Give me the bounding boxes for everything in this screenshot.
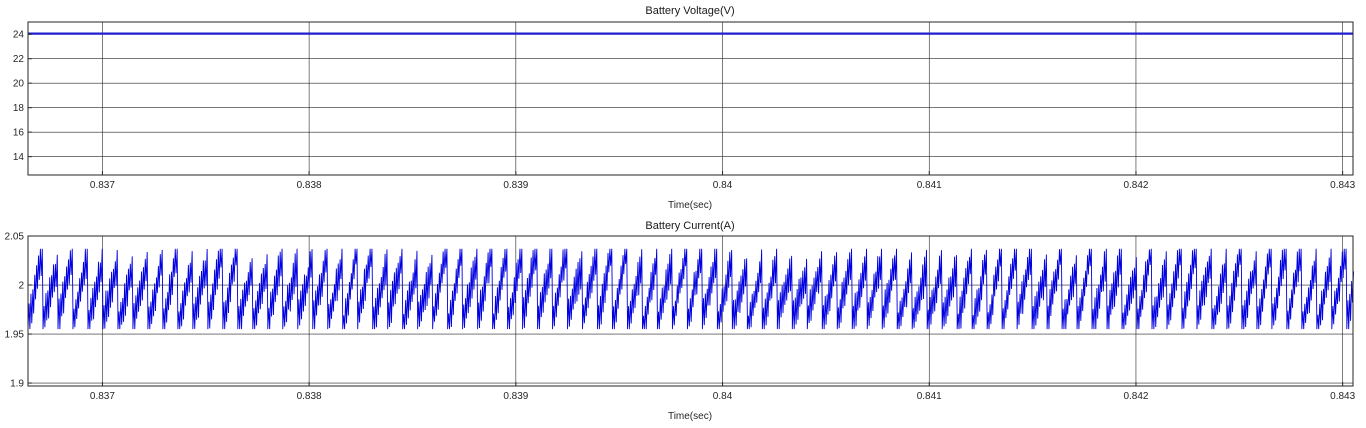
current-plot: Battery Current(A) 0.837 0.838 0.839 0.84 0.… [5, 220, 1356, 422]
voltage-x-tick-label: 0.839 [503, 180, 528, 191]
current-x-tick-label: 0.837 [90, 391, 115, 402]
current-x-tick-label: 0.84 [713, 391, 733, 402]
current-y-tick-label: 2.05 [5, 232, 25, 243]
voltage-y-ticks: 14 16 18 20 22 24 [13, 30, 32, 163]
voltage-y-tick-label: 24 [13, 30, 25, 41]
current-plot-frame [27, 235, 1354, 387]
current-x-tick-label: 0.839 [503, 391, 528, 402]
current-x-tick-label: 0.838 [297, 391, 322, 402]
voltage-x-ticks: 0.837 0.838 0.839 0.84 0.841 0.842 0.843 [90, 171, 1356, 191]
voltage-y-tick-label: 18 [13, 103, 25, 114]
voltage-plot-area [28, 22, 1353, 175]
voltage-x-tick-label: 0.838 [297, 180, 322, 191]
current-x-tick-label: 0.843 [1330, 391, 1355, 402]
current-series-line [27, 248, 1354, 330]
voltage-plot: Battery Voltage(V) 0.837 0.838 0.839 0.84 0.… [13, 5, 1356, 211]
voltage-y-tick-label: 16 [13, 128, 25, 139]
current-x-tick-label: 0.841 [917, 391, 942, 402]
current-x-axis-label: Time(sec) [668, 411, 712, 422]
voltage-y-tick-label: 22 [13, 54, 25, 65]
current-y-ticks: 1.9 1.95 2 2.05 [5, 232, 32, 390]
current-series [27, 248, 1354, 330]
current-title: Battery Current(A) [645, 220, 734, 232]
voltage-plot-frame [27, 21, 1354, 176]
voltage-y-tick-label: 14 [13, 152, 25, 163]
voltage-x-tick-label: 0.837 [90, 180, 115, 191]
current-x-ticks: 0.837 0.838 0.839 0.84 0.841 0.842 0.843 [90, 382, 1356, 402]
current-y-tick-label: 1.9 [10, 379, 24, 390]
voltage-x-tick-label: 0.841 [917, 180, 942, 191]
voltage-title: Battery Voltage(V) [645, 5, 734, 17]
voltage-y-tick-label: 20 [13, 79, 25, 90]
current-y-tick-label: 2 [18, 281, 24, 292]
current-x-tick-label: 0.842 [1123, 391, 1148, 402]
current-y-tick-label: 1.95 [5, 330, 25, 341]
voltage-x-tick-label: 0.842 [1123, 180, 1148, 191]
voltage-x-tick-label: 0.843 [1330, 180, 1355, 191]
voltage-x-tick-label: 0.84 [713, 180, 733, 191]
voltage-x-axis-label: Time(sec) [668, 200, 712, 211]
